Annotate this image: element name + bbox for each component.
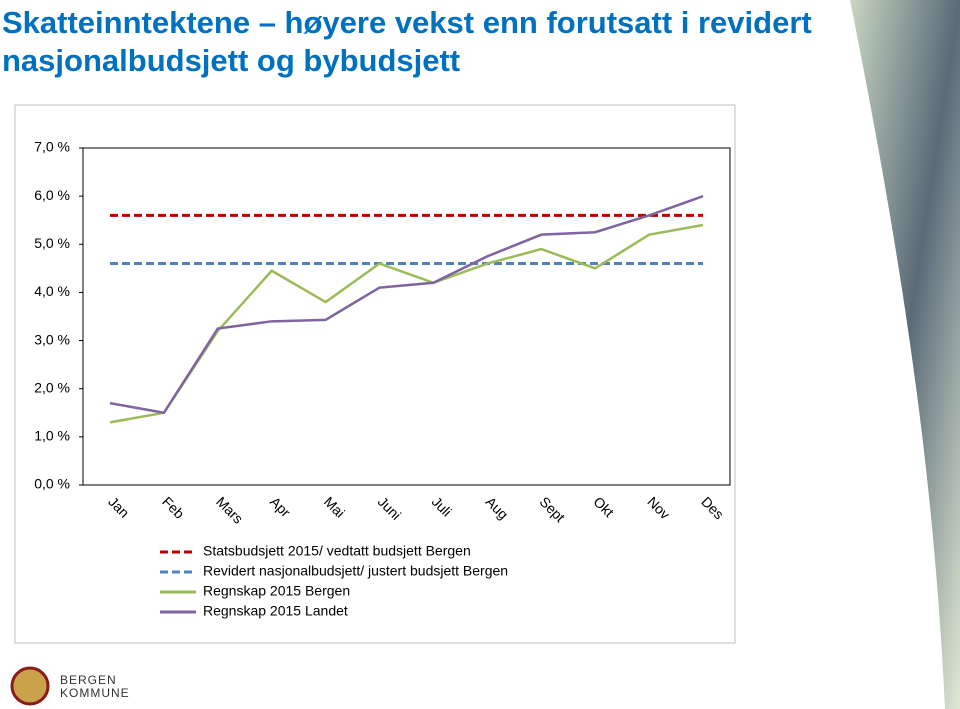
plot-area bbox=[82, 147, 731, 486]
y-tick-label: 7,0 % bbox=[34, 139, 70, 155]
logo-text: BERGEN bbox=[60, 673, 117, 687]
slide-title: Skatteinntektene – høyere vekst enn foru… bbox=[2, 5, 812, 78]
y-tick-label: 4,0 % bbox=[34, 283, 70, 299]
y-tick-label: 0,0 % bbox=[34, 476, 70, 492]
legend-label: Statsbudsjett 2015/ vedtatt budsjett Ber… bbox=[203, 543, 471, 559]
legend-label: Regnskap 2015 Bergen bbox=[203, 583, 350, 599]
y-tick-label: 6,0 % bbox=[34, 187, 70, 203]
logo-text: KOMMUNE bbox=[60, 686, 130, 700]
y-tick-label: 3,0 % bbox=[34, 331, 70, 347]
y-tick-label: 5,0 % bbox=[34, 235, 70, 251]
series-line bbox=[109, 194, 704, 415]
y-tick-label: 2,0 % bbox=[34, 379, 70, 395]
logo-emblem bbox=[10, 666, 50, 706]
decoration bbox=[850, 0, 960, 709]
y-tick-label: 1,0 % bbox=[34, 428, 70, 444]
chart-frame bbox=[14, 104, 736, 644]
legend-label: Regnskap 2015 Landet bbox=[203, 603, 348, 619]
legend-label: Revidert nasjonalbudsjett/ justert budsj… bbox=[203, 563, 508, 579]
